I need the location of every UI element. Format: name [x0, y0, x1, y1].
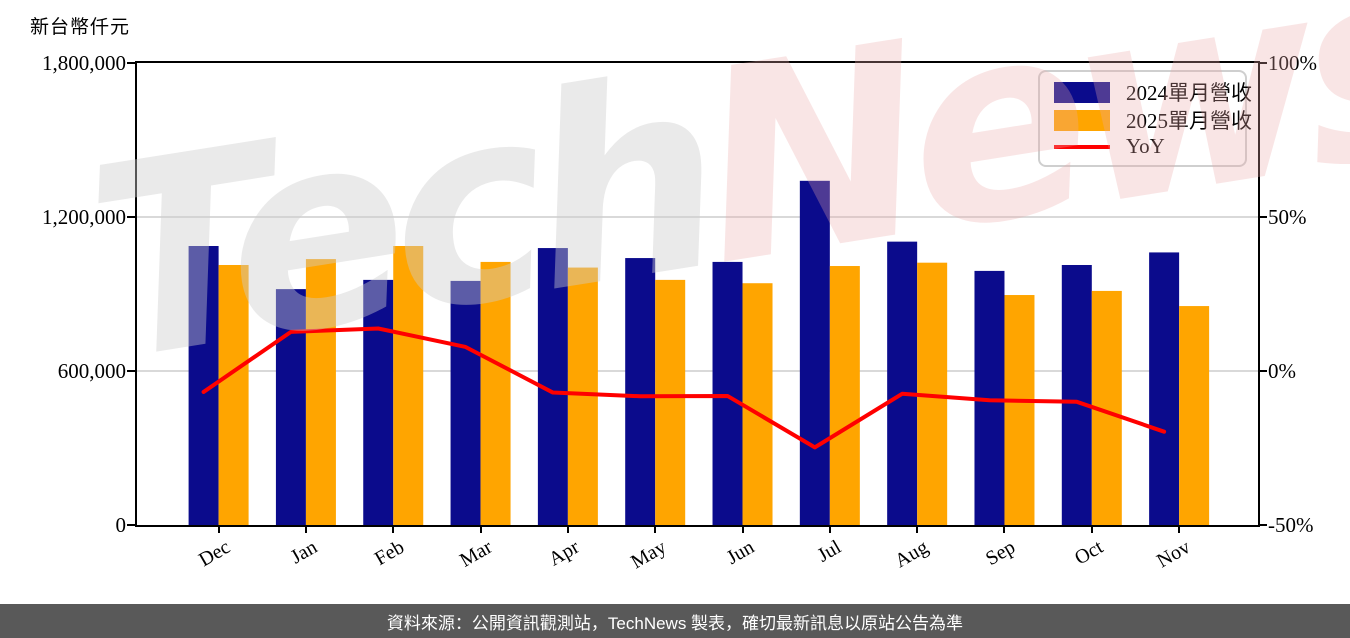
- x-axis-month-label: Apr: [544, 536, 583, 571]
- bar-2025-feb: [393, 246, 424, 525]
- bar-2024-may: [625, 258, 656, 525]
- x-axis-month-label: Jun: [722, 536, 758, 569]
- bar-2024-jun: [712, 261, 743, 525]
- bar-2025-sep: [1004, 295, 1035, 525]
- x-axis-month-label: Nov: [1153, 536, 1195, 573]
- x-axis-month-label: Mar: [455, 536, 496, 572]
- right-axis-tick-label: 50%: [1268, 205, 1307, 229]
- legend-item-yoy: YoY: [1054, 134, 1235, 159]
- x-axis-tickmark: [217, 525, 220, 533]
- legend: 2024單月營收 2025單月營收 YoY: [1038, 70, 1252, 167]
- x-axis-tickmark: [1003, 525, 1006, 533]
- right-axis-tick-label: 100%: [1268, 51, 1317, 75]
- left-axis-tickmark: [127, 216, 135, 218]
- right-axis-tick-label: 0%: [1268, 359, 1296, 383]
- bar-2024-feb: [363, 279, 394, 525]
- bar-2025-jul: [829, 266, 860, 525]
- x-axis-month-label: Aug: [891, 536, 933, 573]
- x-axis-tickmark: [304, 525, 307, 533]
- left-axis-tickmark: [127, 524, 135, 526]
- right-axis-tickmark: [1259, 216, 1267, 218]
- bar-2025-dec: [218, 264, 249, 525]
- bar-2025-mar: [480, 261, 511, 525]
- x-axis-month-label: Jul: [813, 536, 845, 567]
- bar-2024-aug: [887, 241, 918, 525]
- bar-2024-mar: [450, 280, 481, 525]
- left-axis-tick-label: 1,800,000: [42, 51, 126, 75]
- x-axis-month-label: Sep: [982, 536, 1020, 571]
- x-axis-month-label: May: [627, 536, 671, 574]
- bar-2025-apr: [567, 267, 598, 525]
- bar-2024-jan: [275, 289, 306, 525]
- left-axis-tickmark: [127, 370, 135, 372]
- legend-swatch-2025-bar: [1054, 109, 1110, 131]
- legend-label-2025: 2025單月營收: [1126, 109, 1252, 133]
- x-axis-month-label: Dec: [194, 536, 234, 572]
- right-axis-tickmark: [1259, 370, 1267, 372]
- left-axis-tick-label: 0: [115, 513, 127, 537]
- x-axis-month-label: Feb: [371, 536, 409, 571]
- bar-2025-jun: [742, 283, 773, 525]
- footer-bar: 資料來源：公開資訊觀測站，TechNews 製表，確切最新訊息以原站公告為準: [0, 604, 1350, 638]
- bar-2025-nov: [1179, 306, 1210, 525]
- bar-2024-nov: [1149, 252, 1180, 525]
- right-axis-tick-label: -50%: [1268, 513, 1314, 537]
- x-axis-tickmark: [654, 525, 657, 533]
- right-axis-tickmark: [1259, 62, 1267, 64]
- x-axis-tickmark: [1178, 525, 1181, 533]
- yoy-line: [201, 326, 1167, 450]
- legend-item-2024: 2024單月營收: [1054, 78, 1252, 106]
- bar-2024-jul: [799, 180, 830, 525]
- bar-2024-oct: [1061, 264, 1092, 525]
- x-axis-month-label: Oct: [1070, 536, 1107, 570]
- left-axis-tick-label: 1,200,000: [42, 205, 126, 229]
- legend-swatch-2024-bar: [1054, 81, 1110, 103]
- legend-label-2024: 2024單月營收: [1126, 81, 1252, 105]
- bar-2025-jan: [305, 259, 336, 525]
- x-axis-tickmark: [1090, 525, 1093, 533]
- x-axis-tickmark: [392, 525, 395, 533]
- legend-item-2025: 2025單月營收: [1054, 106, 1252, 134]
- left-axis-tick-label: 600,000: [57, 359, 126, 383]
- x-axis-tickmark: [916, 525, 919, 533]
- left-axis-tickmark: [127, 62, 135, 64]
- x-axis-tickmark: [566, 525, 569, 533]
- bar-2025-may: [655, 279, 686, 525]
- footer-source-text: 資料來源：公開資訊觀測站，TechNews 製表，確切最新訊息以原站公告為準: [386, 613, 964, 633]
- x-axis-month-label: Jan: [286, 536, 321, 569]
- x-axis-tickmark: [741, 525, 744, 533]
- chart-svg: [137, 180, 1258, 525]
- legend-swatch-yoy-line: [1054, 144, 1110, 149]
- legend-label-yoy: YoY: [1126, 134, 1165, 158]
- right-axis-tickmark: [1259, 524, 1267, 526]
- x-axis-tickmark: [828, 525, 831, 533]
- x-axis-tickmark: [479, 525, 482, 533]
- y-axis-unit-label: 新台幣仟元: [30, 17, 131, 38]
